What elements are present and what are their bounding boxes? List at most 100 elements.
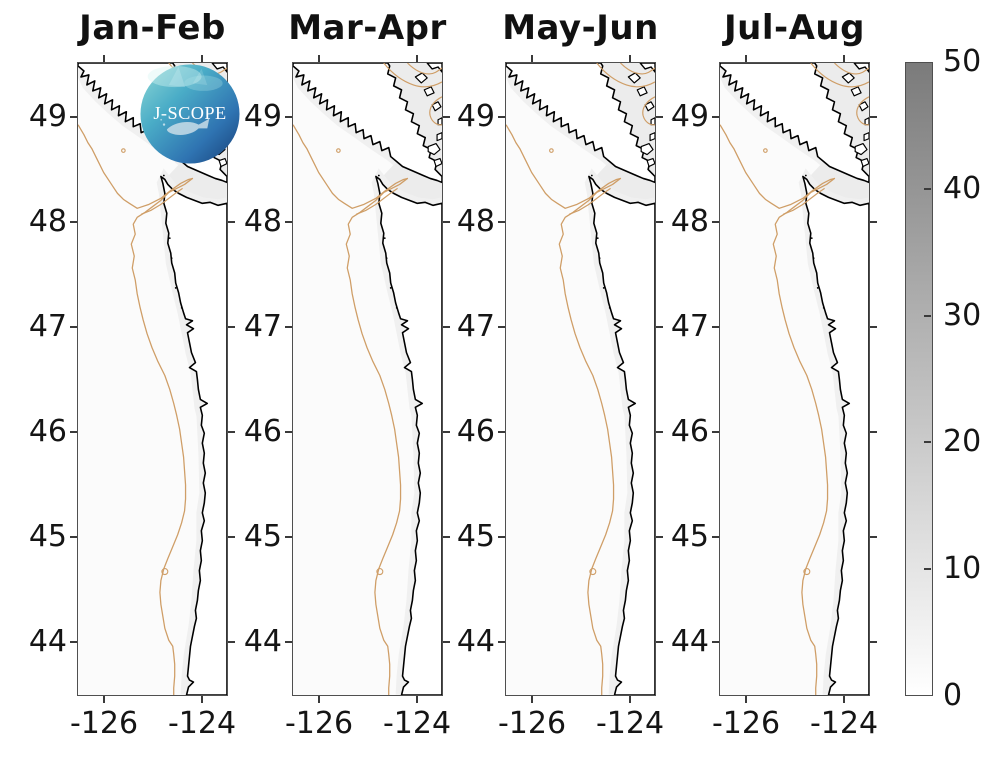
colorbar-tick-label: 20 xyxy=(943,424,982,460)
x-tick-mark xyxy=(629,696,631,703)
y-tick-mark xyxy=(712,326,719,328)
y-tick-label: 44 xyxy=(28,624,67,659)
x-tick-label: -126 xyxy=(711,706,781,741)
y-tick-mark xyxy=(498,221,505,223)
y-tick-mark xyxy=(870,221,877,223)
x-tick-mark xyxy=(318,55,320,62)
x-tick-label: -124 xyxy=(382,706,452,741)
map-panel-jan-feb xyxy=(77,62,228,696)
y-tick-label: 44 xyxy=(670,624,709,659)
y-tick-mark xyxy=(656,641,663,643)
x-tick-mark xyxy=(629,55,631,62)
y-tick-mark xyxy=(498,536,505,538)
y-tick-mark xyxy=(656,536,663,538)
y-tick-mark xyxy=(228,431,235,433)
y-tick-mark xyxy=(498,116,505,118)
y-tick-label: 45 xyxy=(243,519,282,554)
x-tick-mark xyxy=(531,55,533,62)
fish-icon xyxy=(166,118,210,135)
y-tick-label: 44 xyxy=(456,624,495,659)
x-tick-mark xyxy=(201,55,203,62)
y-tick-label: 47 xyxy=(670,309,709,344)
y-tick-label: 48 xyxy=(243,204,282,239)
y-tick-mark xyxy=(285,116,292,118)
y-tick-mark xyxy=(228,641,235,643)
y-tick-mark xyxy=(285,326,292,328)
y-tick-mark xyxy=(498,431,505,433)
panel-title-jul-aug: Jul-Aug xyxy=(724,8,865,48)
y-tick-label: 49 xyxy=(670,99,709,134)
y-tick-mark xyxy=(498,326,505,328)
y-tick-label: 48 xyxy=(456,204,495,239)
colorbar-gradient xyxy=(905,62,933,696)
x-tick-mark xyxy=(416,696,418,703)
x-tick-mark xyxy=(745,55,747,62)
colorbar-tick-label: 10 xyxy=(943,551,982,587)
y-tick-label: 45 xyxy=(456,519,495,554)
y-tick-mark xyxy=(70,641,77,643)
x-tick-mark xyxy=(531,696,533,703)
y-tick-mark xyxy=(656,221,663,223)
colorbar-tick-label: 40 xyxy=(943,170,982,206)
y-tick-mark xyxy=(712,431,719,433)
y-tick-mark xyxy=(285,221,292,223)
y-tick-label: 47 xyxy=(456,309,495,344)
panel-title-jan-feb: Jan-Feb xyxy=(79,8,226,48)
colorbar-tick-mark xyxy=(924,568,931,571)
y-tick-mark xyxy=(656,431,663,433)
y-tick-mark xyxy=(443,116,450,118)
y-tick-label: 49 xyxy=(456,99,495,134)
x-tick-label: -124 xyxy=(595,706,665,741)
y-tick-mark xyxy=(70,431,77,433)
panel-title-mar-apr: Mar-Apr xyxy=(288,8,447,48)
x-tick-mark xyxy=(318,696,320,703)
y-tick-label: 46 xyxy=(243,414,282,449)
y-tick-mark xyxy=(443,536,450,538)
x-tick-label: -124 xyxy=(167,706,237,741)
colorbar-tick-label: 0 xyxy=(943,678,963,713)
x-tick-mark xyxy=(843,55,845,62)
y-tick-mark xyxy=(712,221,719,223)
y-tick-mark xyxy=(712,536,719,538)
y-tick-mark xyxy=(228,536,235,538)
colorbar-tick-mark xyxy=(924,314,931,317)
y-tick-mark xyxy=(443,221,450,223)
y-tick-mark xyxy=(498,641,505,643)
x-tick-label: -126 xyxy=(284,706,354,741)
map-panel-may-jun xyxy=(505,62,656,696)
map-panel-jul-aug xyxy=(719,62,870,696)
y-tick-mark xyxy=(712,116,719,118)
map-panel-mar-apr xyxy=(292,62,443,696)
y-tick-label: 48 xyxy=(670,204,709,239)
y-tick-label: 49 xyxy=(28,99,67,134)
y-tick-label: 46 xyxy=(28,414,67,449)
y-tick-mark xyxy=(285,641,292,643)
y-tick-mark xyxy=(656,326,663,328)
y-tick-mark xyxy=(656,116,663,118)
x-tick-label: -126 xyxy=(69,706,139,741)
y-tick-mark xyxy=(70,221,77,223)
panel-title-may-jun: May-Jun xyxy=(502,8,659,48)
x-tick-mark xyxy=(201,696,203,703)
y-tick-mark xyxy=(870,536,877,538)
y-tick-label: 45 xyxy=(670,519,709,554)
colorbar-tick-mark xyxy=(924,441,931,444)
y-tick-label: 47 xyxy=(28,309,67,344)
y-tick-mark xyxy=(228,326,235,328)
y-tick-mark xyxy=(712,641,719,643)
y-tick-mark xyxy=(870,431,877,433)
x-tick-mark xyxy=(103,55,105,62)
x-tick-mark xyxy=(416,55,418,62)
jscope-logo: J-SCOPE xyxy=(140,64,240,164)
y-tick-label: 47 xyxy=(243,309,282,344)
y-tick-mark xyxy=(70,326,77,328)
y-tick-mark xyxy=(228,221,235,223)
x-tick-label: -126 xyxy=(497,706,567,741)
y-tick-mark xyxy=(285,536,292,538)
y-tick-label: 46 xyxy=(670,414,709,449)
y-tick-mark xyxy=(443,641,450,643)
y-tick-mark xyxy=(70,116,77,118)
y-tick-mark xyxy=(870,116,877,118)
logo-circle xyxy=(140,64,240,164)
